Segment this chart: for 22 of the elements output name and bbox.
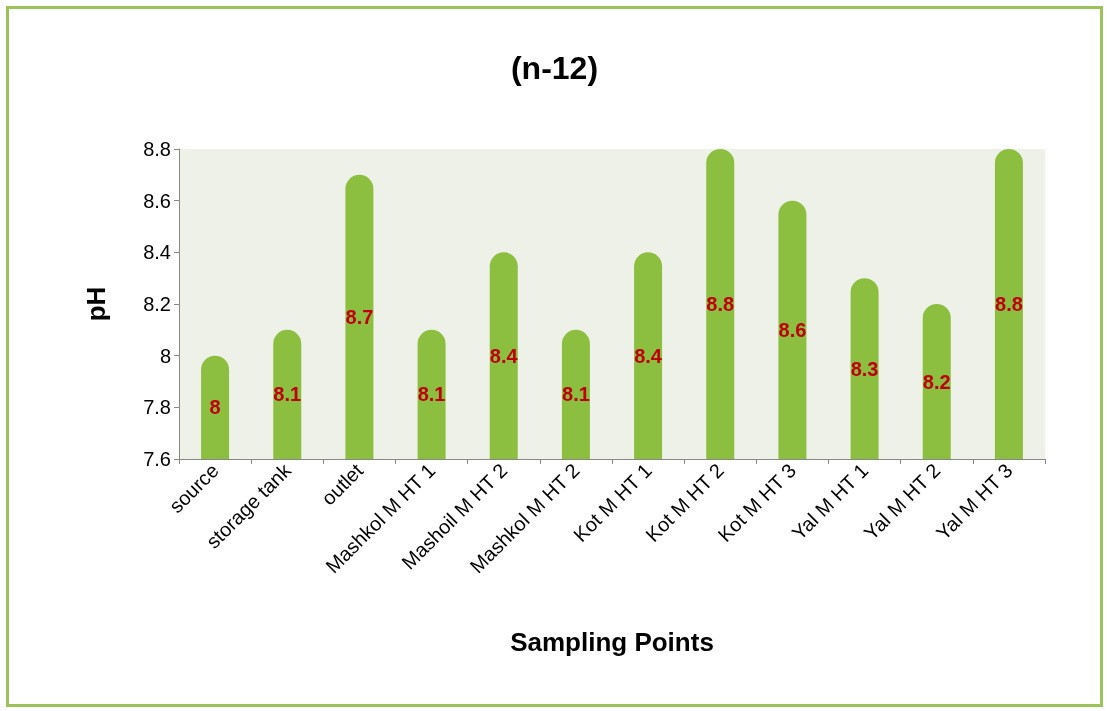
data-label: 8.1 (417, 383, 446, 406)
y-tick-label: 8.2 (143, 293, 171, 315)
data-label: 8.4 (489, 344, 519, 367)
y-tick-label: 8.6 (143, 189, 171, 212)
y-tick-label: 8.8 (143, 138, 171, 160)
y-tick-label: 7.8 (143, 396, 171, 419)
data-label: 8.2 (922, 370, 951, 393)
y-tick-label: 7.6 (143, 448, 171, 470)
data-label: 8 (209, 396, 221, 419)
data-label: 8.8 (706, 293, 735, 315)
y-tick-label: 8.4 (143, 241, 171, 264)
y-tick-label: 8 (159, 344, 171, 367)
x-axis-title: Sampling Points (510, 627, 714, 657)
data-label: 8.6 (778, 318, 807, 341)
data-label: 8.1 (273, 383, 302, 406)
data-label: 8.3 (850, 357, 879, 380)
data-label: 8.8 (995, 293, 1023, 315)
y-axis-title: pH (81, 286, 111, 322)
chart-title: (n-12) (510, 50, 599, 86)
data-label: 8.4 (634, 344, 663, 367)
data-label: 8.7 (345, 305, 374, 328)
data-label: 8.1 (562, 383, 590, 406)
